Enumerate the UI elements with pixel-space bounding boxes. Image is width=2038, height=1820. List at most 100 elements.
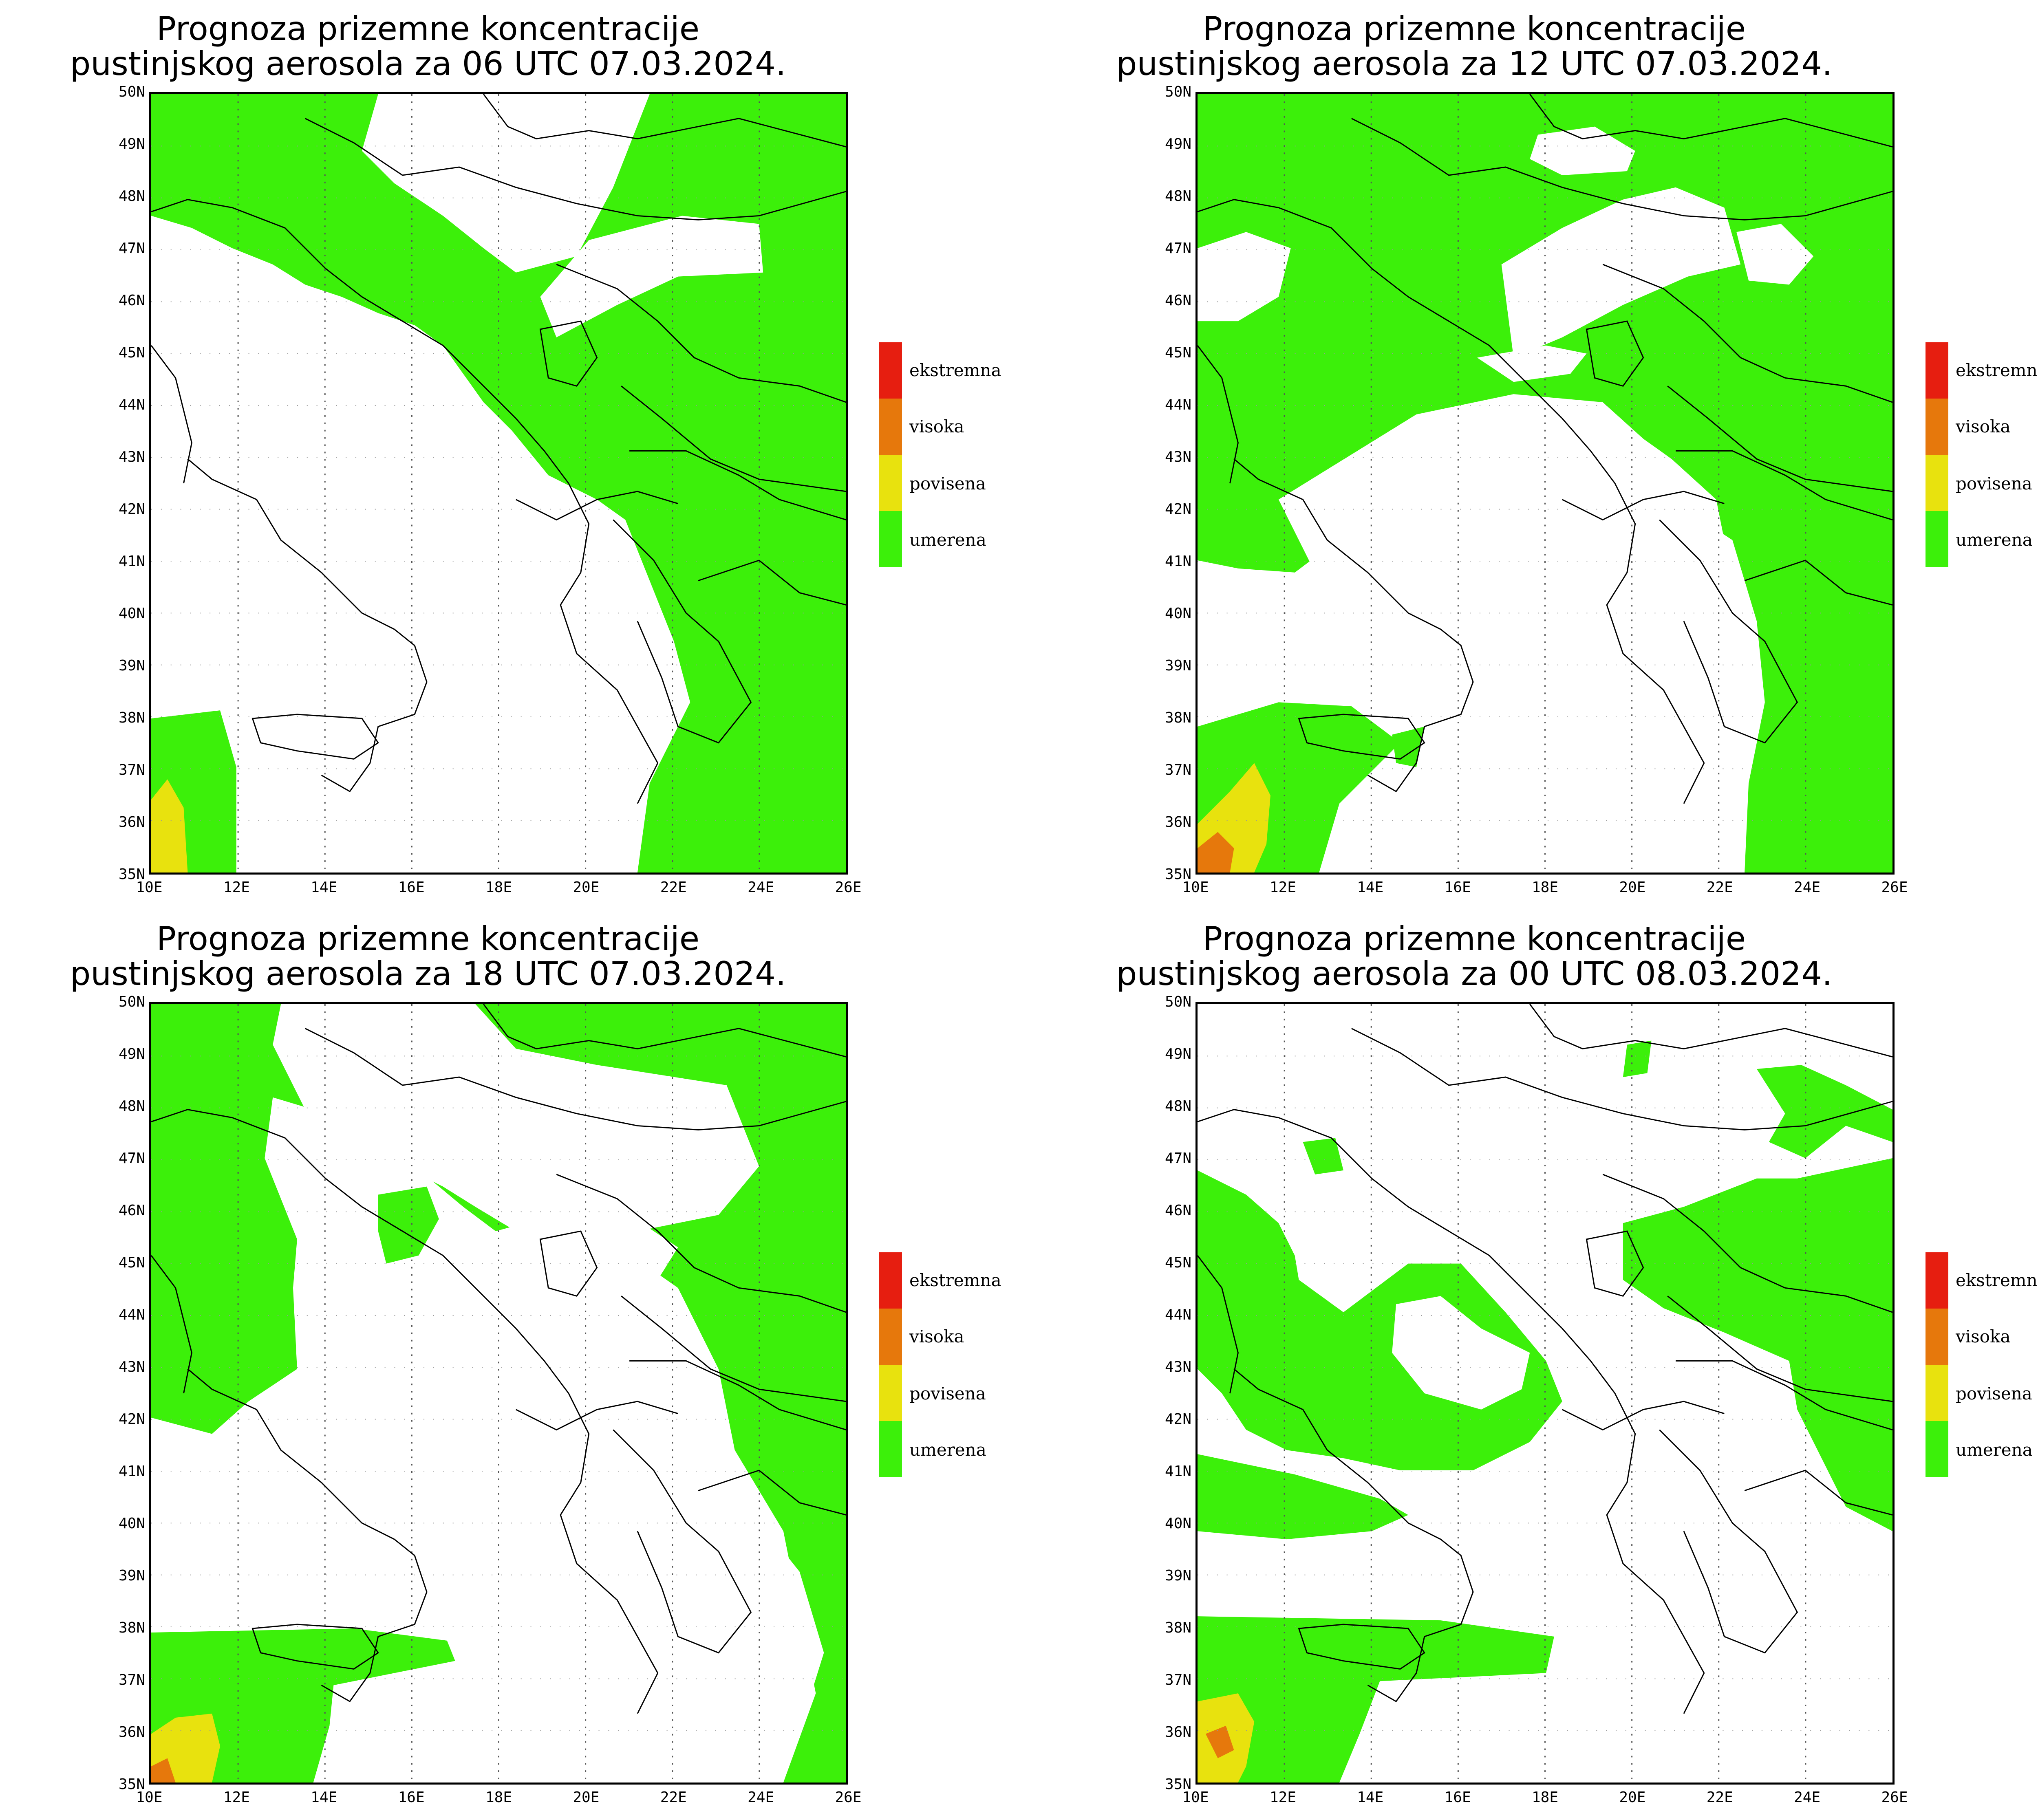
latitude-tick-label: 43N	[118, 1359, 145, 1375]
coastline-border-line	[1602, 264, 1892, 403]
latitude-tick-label: 36N	[118, 814, 145, 831]
coastline-border-line	[1602, 1174, 1892, 1313]
longitude-tick-label: 14E	[311, 1789, 337, 1806]
panel-title: Prognoza prizemne koncentracije pustinjs…	[1046, 11, 1902, 82]
coastline-border-line	[556, 1174, 846, 1313]
latitude-tick-label: 46N	[1165, 1202, 1191, 1219]
coastline-border-line	[556, 264, 846, 403]
concentration-area	[1198, 1454, 1408, 1540]
concentration-area	[1198, 1616, 1554, 1783]
latitude-tick-label: 50N	[1165, 994, 1191, 1010]
longitude-tick-label: 10E	[136, 879, 163, 896]
legend-label-ekstremna: ekstremna	[909, 1270, 1001, 1290]
longitude-tick-label: 14E	[311, 879, 337, 896]
concentration-area	[1736, 224, 1814, 285]
coastline-border-line	[613, 1429, 752, 1654]
longitude-tick-label: 22E	[660, 1789, 687, 1806]
latitude-tick-label: 46N	[118, 1202, 145, 1219]
concentration-area	[208, 426, 650, 873]
coastline-border-line	[621, 386, 846, 492]
concentration-area	[378, 1186, 439, 1264]
panel-title-line1: Prognoza prizemne koncentracije	[156, 10, 700, 48]
coastline-border-line	[251, 1624, 379, 1670]
latitude-tick-label: 45N	[1165, 1254, 1191, 1271]
coastline-border-line	[305, 1028, 846, 1130]
latitude-tick-label: 45N	[118, 1254, 145, 1271]
latitude-tick-label: 40N	[1165, 605, 1191, 622]
latitude-tick-label: 47N	[118, 1150, 145, 1167]
latitude-tick-label: 36N	[1165, 814, 1191, 831]
longitude-tick-label: 26E	[1881, 1789, 1908, 1806]
latitude-tick-label: 50N	[118, 994, 145, 1010]
legend-swatch-povisena	[1926, 455, 1948, 511]
legend-label-umerena: umerena	[1956, 530, 2033, 550]
latitude-tick-label: 48N	[1165, 188, 1191, 205]
legend-label-visoka: visoka	[909, 1326, 964, 1346]
longitude-tick-label: 16E	[1444, 1789, 1471, 1806]
legend-swatch-umerena	[1926, 1421, 1948, 1477]
latitude-tick-label: 44N	[1165, 397, 1191, 413]
latitude-tick-label: 50N	[118, 84, 145, 100]
longitude-tick-label: 12E	[223, 1789, 250, 1806]
legend-label-visoka: visoka	[1956, 416, 2011, 436]
latitude-tick-label: 45N	[118, 344, 145, 361]
coastline-border-line	[1676, 450, 1892, 520]
coastline-border-line	[1562, 1401, 1725, 1431]
coastline-border-line	[1659, 1429, 1798, 1654]
coastline-border-line	[1586, 1230, 1644, 1297]
latitude-tick-label: 38N	[1165, 709, 1191, 726]
longitude-tick-label: 22E	[1706, 1789, 1733, 1806]
forecast-panel-3: Prognoza prizemne koncentracije pustinjs…	[0, 910, 1046, 1820]
coastline-border-line	[1586, 320, 1644, 387]
coastline-border-line	[151, 199, 659, 804]
latitude-tick-label: 48N	[1165, 1098, 1191, 1115]
longitude-tick-label: 18E	[1531, 1789, 1559, 1806]
concentration-area	[1756, 1065, 1892, 1159]
longitude-tick-label: 20E	[1619, 1789, 1646, 1806]
concentration-area	[1198, 832, 1234, 873]
coastline-border-line	[483, 1004, 846, 1058]
coastline-border-line	[1351, 118, 1892, 220]
latitude-tick-label: 48N	[118, 1098, 145, 1115]
longitude-tick-label: 12E	[1269, 879, 1296, 896]
panel-title-line2: pustinjskog aerosola za 06 UTC 07.03.202…	[70, 45, 786, 83]
concentration-area	[1205, 1725, 1234, 1758]
dust-concentration-map	[149, 1002, 848, 1785]
concentration-area	[1477, 345, 1587, 382]
longitude-tick-label: 20E	[573, 1789, 600, 1806]
concentration-legend: ekstremna visoka povisena umerena	[1926, 342, 2038, 571]
coastline-border-line	[187, 1368, 428, 1703]
coastline-border-line	[1562, 491, 1725, 521]
latitude-tick-label: 47N	[1165, 240, 1191, 257]
coastline-border-line	[629, 450, 846, 520]
coastline-border-line	[1298, 1624, 1425, 1670]
latitude-tick-label: 47N	[1165, 1150, 1191, 1167]
latitude-tick-label: 39N	[1165, 657, 1191, 674]
longitude-tick-label: 14E	[1357, 1789, 1384, 1806]
longitude-tick-label: 26E	[1881, 879, 1908, 896]
longitude-tick-label: 10E	[136, 1789, 163, 1806]
latitude-tick-label: 49N	[1165, 1046, 1191, 1062]
coastline-border-line	[613, 519, 752, 744]
coastline-border-line	[539, 320, 598, 387]
coastline-border-line	[1351, 1028, 1892, 1130]
coastline-border-line	[187, 458, 428, 793]
latitude-tick-label: 36N	[1165, 1724, 1191, 1741]
latitude-tick-label: 39N	[118, 1567, 145, 1584]
latitude-tick-label: 35N	[118, 866, 145, 883]
latitude-tick-label: 41N	[118, 1463, 145, 1480]
forecast-panel-1: Prognoza prizemne koncentracije pustinjs…	[0, 0, 1046, 910]
forecast-panel-4: Prognoza prizemne koncentracije pustinjs…	[1046, 910, 2038, 1820]
longitude-tick-label: 18E	[485, 1789, 512, 1806]
legend-label-ekstremna: ekstremna	[909, 360, 1001, 380]
longitude-tick-label: 20E	[573, 879, 600, 896]
panel-title-line2: pustinjskog aerosola za 00 UTC 08.03.202…	[1116, 955, 1833, 993]
coastline-border-line	[1744, 1470, 1892, 1516]
concentration-area	[1623, 1040, 1652, 1077]
concentration-area	[1530, 126, 1635, 175]
coastline-border-line	[1744, 560, 1892, 606]
latitude-tick-label: 44N	[118, 1307, 145, 1323]
legend-swatch-ekstremna	[879, 342, 902, 399]
legend-swatch-povisena	[1926, 1365, 1948, 1421]
latitude-tick-label: 46N	[118, 292, 145, 309]
